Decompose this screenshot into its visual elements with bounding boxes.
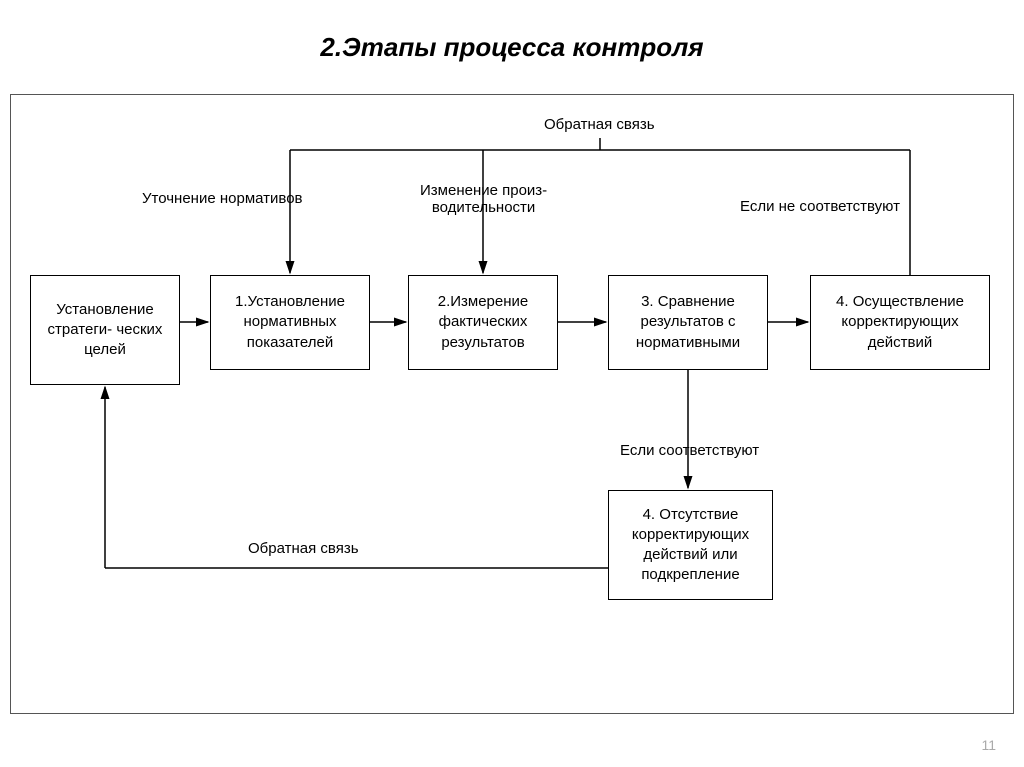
node-step-1: 1.Установление нормативных показателей — [210, 275, 370, 370]
label-if-match: Если соответствуют — [620, 442, 759, 459]
node-strategic-goals: Установление стратеги- ческих целей — [30, 275, 180, 385]
node-no-correction: 4. Отсутствие корректирующих действий ил… — [608, 490, 773, 600]
node-label: Установление стратеги- ческих целей — [37, 300, 173, 361]
label-if-not-match: Если не соответствуют — [740, 198, 900, 215]
node-label: 1.Установление нормативных показателей — [217, 292, 363, 353]
node-label: 4. Осуществление корректирующих действий — [817, 292, 983, 353]
label-refine-normatives: Уточнение нормативов — [142, 190, 303, 207]
node-step-4: 4. Осуществление корректирующих действий — [810, 275, 990, 370]
node-step-3: 3. Сравнение результатов с нормативными — [608, 275, 768, 370]
label-feedback-top: Обратная связь — [544, 116, 655, 133]
node-label: 4. Отсутствие корректирующих действий ил… — [615, 505, 766, 586]
page-title: 2.Этапы процесса контроля — [0, 32, 1024, 63]
node-label: 3. Сравнение результатов с нормативными — [615, 292, 761, 353]
node-step-2: 2.Измерение фактических результатов — [408, 275, 558, 370]
node-label: 2.Измерение фактических результатов — [415, 292, 551, 353]
label-change-productivity: Изменение произ- водительности — [420, 182, 547, 216]
page-number: 11 — [981, 737, 996, 753]
label-feedback-bottom: Обратная связь — [248, 540, 359, 557]
